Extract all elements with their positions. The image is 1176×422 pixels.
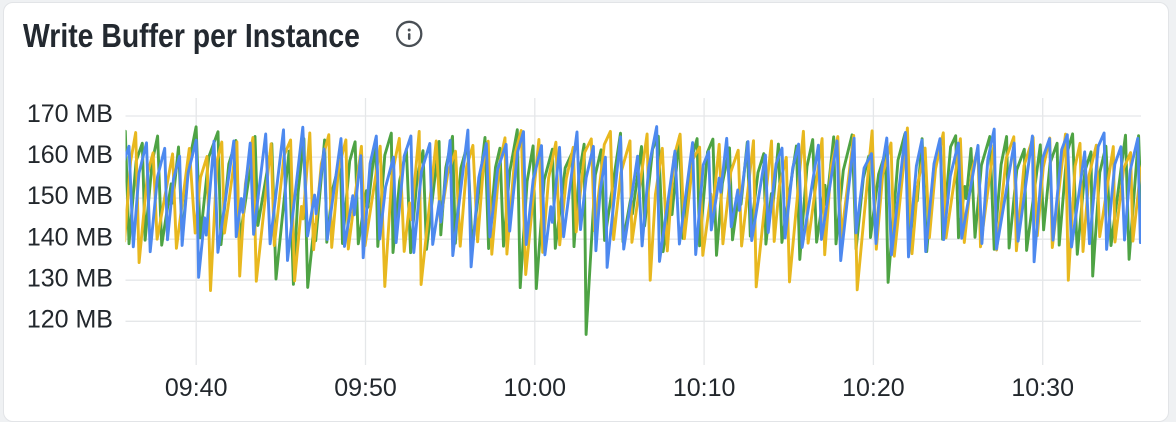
svg-text:120 MB: 120 MB (27, 305, 113, 333)
svg-text:10:00: 10:00 (504, 374, 567, 402)
svg-text:09:50: 09:50 (334, 374, 397, 402)
svg-text:140 MB: 140 MB (27, 223, 113, 251)
svg-text:09:40: 09:40 (165, 374, 228, 402)
svg-text:150 MB: 150 MB (27, 182, 113, 210)
svg-text:170 MB: 170 MB (27, 100, 113, 128)
svg-text:160 MB: 160 MB (27, 141, 113, 169)
svg-text:10:20: 10:20 (842, 374, 905, 402)
svg-text:10:30: 10:30 (1011, 374, 1074, 402)
svg-text:10:10: 10:10 (673, 374, 736, 402)
svg-text:130 MB: 130 MB (27, 264, 113, 292)
